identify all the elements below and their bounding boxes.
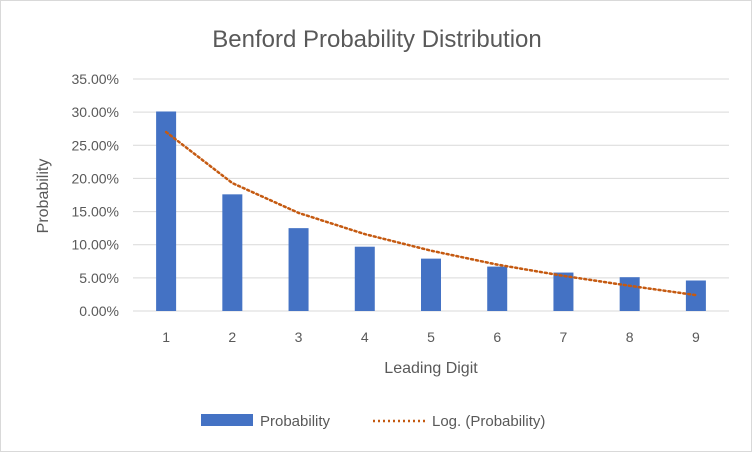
y-tick-label: 35.00% bbox=[72, 71, 119, 87]
x-axis-ticks: 1 2 3 4 5 6 7 8 9 bbox=[162, 329, 700, 345]
x-tick-label: 7 bbox=[560, 329, 568, 345]
trendline bbox=[164, 130, 698, 297]
y-tick-label: 30.00% bbox=[72, 104, 119, 120]
x-tick-label: 8 bbox=[626, 329, 634, 345]
x-tick-label: 1 bbox=[162, 329, 170, 345]
x-axis-label: Leading Digit bbox=[384, 360, 478, 377]
bar bbox=[553, 272, 574, 311]
x-tick-label: 6 bbox=[493, 329, 501, 345]
y-tick-label: 15.00% bbox=[72, 204, 119, 220]
bar bbox=[619, 277, 640, 311]
x-tick-label: 9 bbox=[692, 329, 700, 345]
bar bbox=[421, 258, 441, 311]
y-tick-label: 0.00% bbox=[79, 303, 119, 319]
bar bbox=[288, 228, 309, 311]
bar bbox=[354, 246, 375, 311]
legend-label-trendline: Log. (Probability) bbox=[432, 413, 545, 430]
bar bbox=[156, 111, 177, 311]
y-tick-label: 10.00% bbox=[72, 237, 119, 253]
y-axis-ticks: 0.00% 5.00% 10.00% 15.00% 20.00% 25.00% 30.00%… bbox=[72, 71, 119, 319]
bar bbox=[222, 194, 243, 311]
bar bbox=[487, 266, 508, 311]
y-axis-label: Probability bbox=[35, 159, 52, 234]
x-tick-label: 3 bbox=[295, 329, 303, 345]
x-tick-label: 2 bbox=[228, 329, 236, 345]
legend: Probability Log. (Probability) bbox=[201, 413, 545, 430]
y-tick-label: 20.00% bbox=[72, 170, 119, 186]
y-tick-label: 5.00% bbox=[79, 270, 119, 286]
x-tick-label: 4 bbox=[361, 329, 369, 345]
chart-title: Benford Probability Distribution bbox=[212, 26, 542, 53]
legend-label-probability: Probability bbox=[260, 413, 331, 430]
trendline-path bbox=[164, 130, 698, 297]
x-tick-label: 5 bbox=[427, 329, 435, 345]
y-tick-label: 25.00% bbox=[72, 137, 119, 153]
bars bbox=[156, 111, 706, 311]
legend-swatch-probability bbox=[201, 414, 253, 426]
